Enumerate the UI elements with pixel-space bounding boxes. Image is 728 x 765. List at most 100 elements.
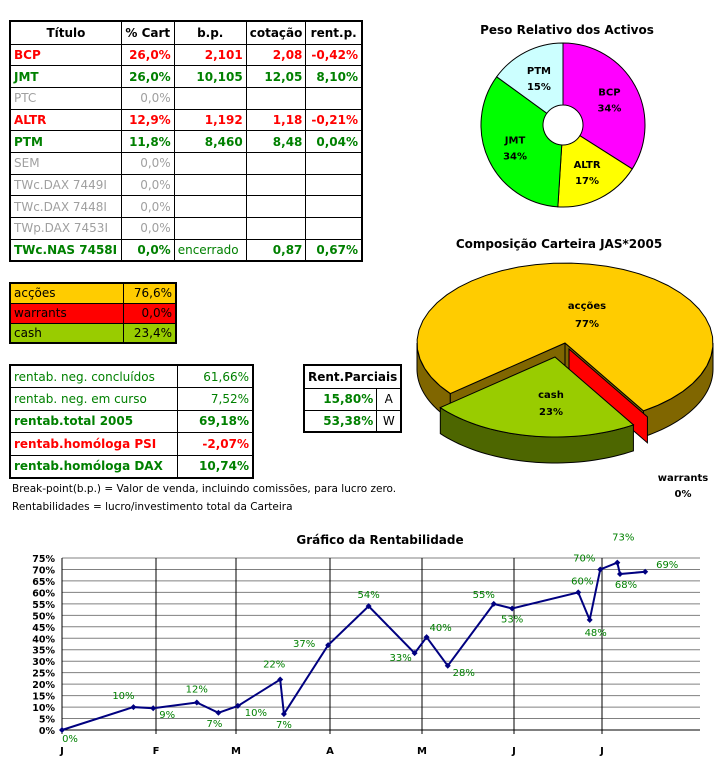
y-tick-label: 75%: [32, 554, 55, 565]
data-point: [277, 676, 284, 683]
cell-cart: 12,9%: [120, 108, 175, 132]
pie2-value-cash: 23%: [539, 407, 563, 418]
cell-titulo: SEM: [9, 151, 122, 175]
pie1-slice-label: BCP: [598, 87, 620, 98]
cell-rentp: [305, 195, 363, 218]
y-tick-label: 50%: [32, 611, 55, 622]
pie1-title: Peso Relativo dos Activos: [480, 23, 654, 37]
data-label: 7%: [206, 719, 222, 730]
cell-titulo: ALTR: [9, 108, 122, 132]
cell-bp: [173, 217, 247, 240]
data-point: [575, 589, 582, 596]
allocation-table: acções 76,6% warrants 0,0% cash 23,4%: [9, 282, 177, 344]
pie1-slice-label: ALTR: [574, 160, 601, 171]
y-tick-label: 0%: [39, 726, 56, 737]
cell-cotacao: 0,87: [245, 238, 307, 262]
returns-row: rentab. neg. em curso 7,52%: [9, 387, 254, 411]
header-cart: % Cart: [120, 20, 175, 45]
data-label: 73%: [612, 533, 634, 544]
returns-value: 10,74%: [177, 454, 254, 479]
cell-rentp: [305, 173, 363, 197]
cell-bp: [173, 173, 247, 197]
header-bp: b.p.: [173, 20, 247, 45]
data-point: [365, 603, 372, 610]
data-point: [280, 710, 287, 717]
x-tick-label: J: [511, 746, 516, 757]
cell-titulo: TWc.NAS 7458I: [9, 238, 122, 262]
data-label: 54%: [358, 590, 380, 601]
data-label: 9%: [159, 710, 175, 721]
pie1-slice-label: PTM: [527, 66, 551, 77]
header-titulo: Título: [9, 20, 122, 45]
portfolio-header-row: Título % Cart b.p. cotação rent.p.: [9, 20, 363, 45]
data-point: [597, 566, 604, 573]
y-tick-label: 30%: [32, 657, 55, 668]
pie1-slice-value: 34%: [597, 103, 621, 114]
table-row: TWc.NAS 7458I 0,0% encerrado 0,87 0,67%: [9, 238, 363, 262]
data-point: [642, 568, 649, 575]
data-label: 60%: [571, 576, 593, 587]
y-tick-label: 60%: [32, 588, 55, 599]
pie2-label-accoes: acções: [568, 301, 606, 312]
data-label: 70%: [573, 553, 595, 564]
cell-bp: 1,192: [173, 108, 247, 132]
cell-bp: 2,101: [173, 43, 247, 67]
data-point: [614, 559, 621, 566]
cell-titulo: TWc.DAX 7448I: [9, 195, 122, 218]
pie2-value-accoes: 77%: [575, 319, 599, 330]
data-label: 53%: [501, 614, 523, 625]
data-label: 69%: [656, 560, 678, 571]
cell-bp: 8,460: [173, 130, 247, 153]
allocation-value: 23,4%: [123, 322, 177, 344]
y-tick-label: 65%: [32, 577, 55, 588]
data-label: 10%: [112, 691, 134, 702]
table-row: BCP 26,0% 2,101 2,08 -0,42%: [9, 43, 363, 67]
y-tick-label: 40%: [32, 634, 55, 645]
partial-return-code: W: [376, 409, 402, 433]
data-label: 10%: [245, 708, 267, 719]
data-label: 55%: [473, 590, 495, 601]
y-tick-label: 15%: [32, 692, 55, 703]
y-tick-label: 70%: [32, 565, 55, 576]
cell-cart: 26,0%: [120, 43, 175, 67]
allocation-label: cash: [9, 322, 124, 344]
data-point: [59, 727, 65, 733]
returns-row: rentab.homóloga PSI -2,07%: [9, 432, 254, 456]
pie1-slice-altr: [557, 135, 633, 208]
cell-cart: 0,0%: [120, 151, 175, 175]
data-point: [444, 662, 451, 669]
cell-rentp: -0,42%: [305, 43, 363, 67]
returns-label: rentab. neg. em curso: [9, 387, 178, 411]
pie2-title: Composição Carteira JAS*2005: [456, 237, 662, 251]
data-label: 40%: [429, 623, 451, 634]
y-tick-label: 45%: [32, 623, 55, 634]
line-chart-title: Gráfico da Rentabilidade: [296, 533, 463, 547]
pie1-slice-value: 17%: [575, 176, 599, 187]
data-point: [586, 616, 593, 623]
header-rentp: rent.p.: [305, 20, 363, 45]
cell-titulo: PTC: [9, 86, 122, 110]
table-row: ALTR 12,9% 1,192 1,18 -0,21%: [9, 108, 363, 132]
table-row: PTM 11,8% 8,460 8,48 0,04%: [9, 130, 363, 153]
cell-titulo: TWc.DAX 7449I: [9, 173, 122, 197]
cell-cotacao: 12,05: [245, 65, 307, 88]
pie1-slice-ptm: [495, 42, 564, 114]
y-tick-label: 5%: [39, 715, 56, 726]
allocation-row: warrants 0,0%: [9, 302, 177, 324]
note-rentabilidades: Rentabilidades = lucro/investimento tota…: [12, 501, 293, 513]
cell-cart: 0,0%: [120, 238, 175, 262]
returns-table: rentab. neg. concluídos 61,66% rentab. neg…: [9, 364, 254, 479]
cell-rentp: -0,21%: [305, 108, 363, 132]
data-label: 12%: [186, 684, 208, 695]
data-point: [130, 704, 137, 711]
partial-return-code: A: [376, 387, 402, 411]
cell-cart: 11,8%: [120, 130, 175, 153]
returns-value: -2,07%: [177, 432, 254, 456]
data-point: [411, 650, 418, 657]
data-label: 0%: [62, 734, 78, 745]
cell-cart: 0,0%: [120, 173, 175, 197]
cell-cart: 0,0%: [120, 195, 175, 218]
pie2-slice-cash: [439, 356, 635, 438]
partial-returns-header: Rent.Parciais: [303, 364, 402, 389]
cell-bp: [173, 151, 247, 175]
